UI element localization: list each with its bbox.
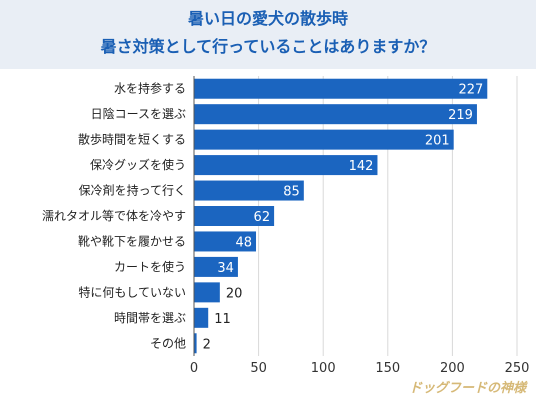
category-label: 靴や靴下を履かせる xyxy=(78,234,186,248)
bar xyxy=(194,231,257,252)
x-tick-label: 100 xyxy=(311,361,336,376)
bar xyxy=(194,282,220,303)
bar xyxy=(194,78,488,99)
category-label: 水を持参する xyxy=(114,81,186,96)
data-label: 48 xyxy=(235,235,252,250)
data-label: 62 xyxy=(254,210,271,225)
bar xyxy=(194,307,209,328)
data-label: 20 xyxy=(226,286,243,301)
x-tick-label: 0 xyxy=(190,361,198,376)
category-label: 濡れタオル等で体を冷やす xyxy=(42,209,186,223)
data-label: 219 xyxy=(448,108,473,123)
category-label: 保冷剤を持って行く xyxy=(79,183,186,198)
category-label: 保冷グッズを使う xyxy=(90,157,186,172)
bar xyxy=(194,155,378,176)
data-label: 2 xyxy=(203,337,211,352)
x-tick-label: 200 xyxy=(440,361,465,376)
chart-title-line-2: 暑さ対策として行っていることはありますか？ xyxy=(100,37,436,56)
chart-title-line-1: 暑い日の愛犬の散歩時 xyxy=(187,9,348,28)
bar xyxy=(194,256,238,277)
category-label: 特に何もしていない xyxy=(78,284,186,299)
data-label: 34 xyxy=(217,261,234,276)
bar xyxy=(194,129,454,150)
title-banner: 暑い日の愛犬の散歩時 暑さ対策として行っていることはありますか？ xyxy=(0,0,536,69)
bar xyxy=(194,104,477,125)
data-label: 227 xyxy=(458,83,483,98)
x-tick-label: 50 xyxy=(250,361,267,376)
data-label: 85 xyxy=(283,185,300,200)
x-tick-label: 150 xyxy=(375,361,400,376)
category-label: その他 xyxy=(150,336,186,350)
bar xyxy=(194,180,304,201)
data-label: 201 xyxy=(425,134,450,149)
x-tick-label: 250 xyxy=(505,361,530,376)
data-label: 142 xyxy=(349,159,374,174)
brand-watermark: ドッグフードの神様 xyxy=(408,381,526,396)
bar xyxy=(194,333,197,354)
bar xyxy=(194,206,275,226)
category-label: 日陰コースを選ぶ xyxy=(91,107,186,121)
category-label: 時間帯を選ぶ xyxy=(114,311,186,325)
data-label: 11 xyxy=(214,312,231,327)
category-label: 散歩時間を短くする xyxy=(78,132,186,147)
category-label: カートを使う xyxy=(114,259,186,274)
